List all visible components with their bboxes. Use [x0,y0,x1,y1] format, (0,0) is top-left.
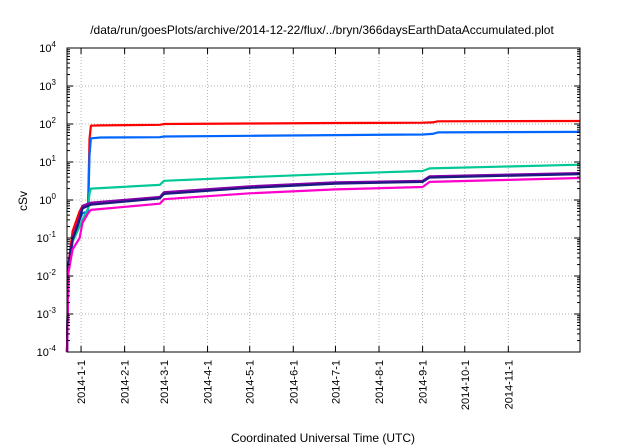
series-line-3 [65,163,581,353]
y-axis-label: cSv [16,191,30,211]
x-tick-label: 2014-8-1 [374,360,386,404]
x-tick-label: 2014-6-1 [288,360,300,404]
y-tick-label: 10-1 [37,230,57,245]
series-line-2 [65,130,581,353]
y-tick-label: 10-2 [37,268,57,283]
series-line-6 [65,176,581,353]
x-tick-label: 2014-7-1 [330,360,342,404]
x-axis: 2014-1-1 2014-2-1 2014-3-1 2014-4-1 2014-5-1… [76,48,515,410]
y-tick-label: 101 [39,154,56,169]
chart-title: /data/run/goesPlots/archive/2014-12-22/f… [90,23,554,37]
y-tick-label: 103 [39,78,56,93]
x-tick-label: 2014-9-1 [418,360,430,404]
x-axis-label: Coordinated Universal Time (UTC) [231,431,415,445]
y-tick-label: 102 [39,116,56,131]
x-tick-label: 2014-5-1 [245,360,257,404]
y-tick-label: 104 [39,40,56,55]
x-tick-label: 2014-4-1 [203,360,215,404]
series-group [65,119,581,353]
x-tick-label: 2014-3-1 [159,360,171,404]
series-line-1 [65,119,581,353]
y-tick-label: 10-3 [37,306,57,321]
x-tick-label: 2014-1-1 [76,360,88,404]
y-axis: 10-4 10-3 10-2 10-1 100 101 102 103 104 [37,40,580,359]
x-tick-label: 2014-10-1 [460,360,472,410]
y-tick-label: 100 [39,192,56,207]
x-tick-label: 2014-2-1 [120,360,132,404]
series-line-5 [65,173,581,353]
x-tick-label: 2014-11-1 [503,360,515,409]
y-tick-label: 10-4 [37,344,57,359]
